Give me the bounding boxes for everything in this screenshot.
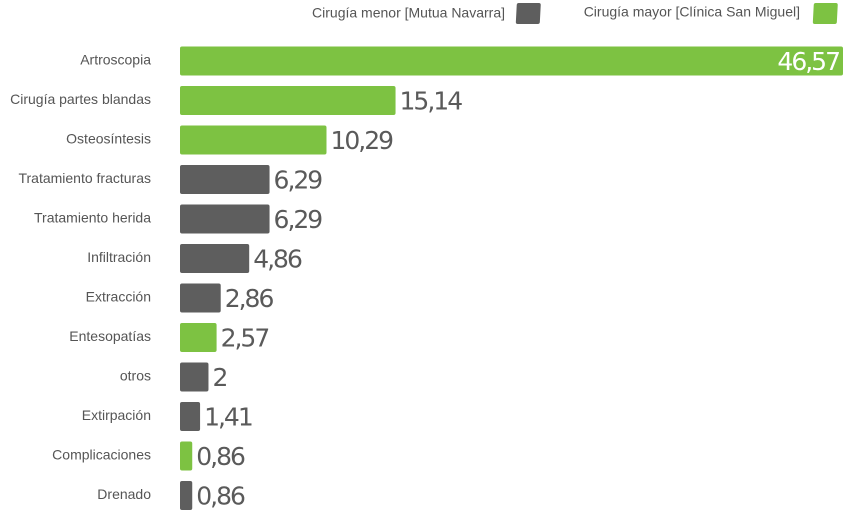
value-label: 2 [212,363,226,392]
category-label: otros [120,368,151,384]
value-label: 46,57 [777,47,839,76]
value-label: 2,86 [225,284,274,313]
value-label: 0,86 [196,442,245,471]
value-label: 6,29 [274,205,323,234]
bar [180,204,270,234]
value-label: 15,14 [400,87,463,116]
value-label: 2,57 [221,324,269,353]
bar [180,283,221,313]
category-label: Entesopatías [69,328,151,344]
bar [180,165,270,194]
category-label: Tratamiento fracturas [18,170,151,186]
bar [180,362,209,392]
bar [180,441,193,471]
value-label: 1,41 [204,403,252,432]
legend-swatch [812,3,838,24]
category-label: Complicaciones [52,447,151,463]
value-label: 0,86 [196,482,245,510]
value-label: 6,29 [274,166,323,195]
category-label: Osteosíntesis [66,131,151,147]
value-label: 4,86 [253,245,302,274]
legend-label: Cirugía mayor [Clínica San Miguel] [584,4,800,20]
legend-label: Cirugía menor [Mutua Navarra] [312,5,505,21]
category-label: Artroscopia [80,52,151,68]
bar [180,323,217,352]
bar [180,46,843,76]
bar [180,125,327,155]
bar [180,481,193,510]
category-label: Cirugía partes blandas [10,91,151,107]
category-label: Infiltración [87,249,151,265]
legend-swatch [515,3,541,24]
category-label: Drenado [97,486,151,502]
bar [180,86,396,115]
value-label: 10,29 [330,126,393,155]
category-label: Extracción [86,289,151,305]
bar [180,402,201,431]
category-label: Tratamiento herida [34,210,151,226]
bar [180,244,250,273]
category-label: Extirpación [82,407,151,423]
